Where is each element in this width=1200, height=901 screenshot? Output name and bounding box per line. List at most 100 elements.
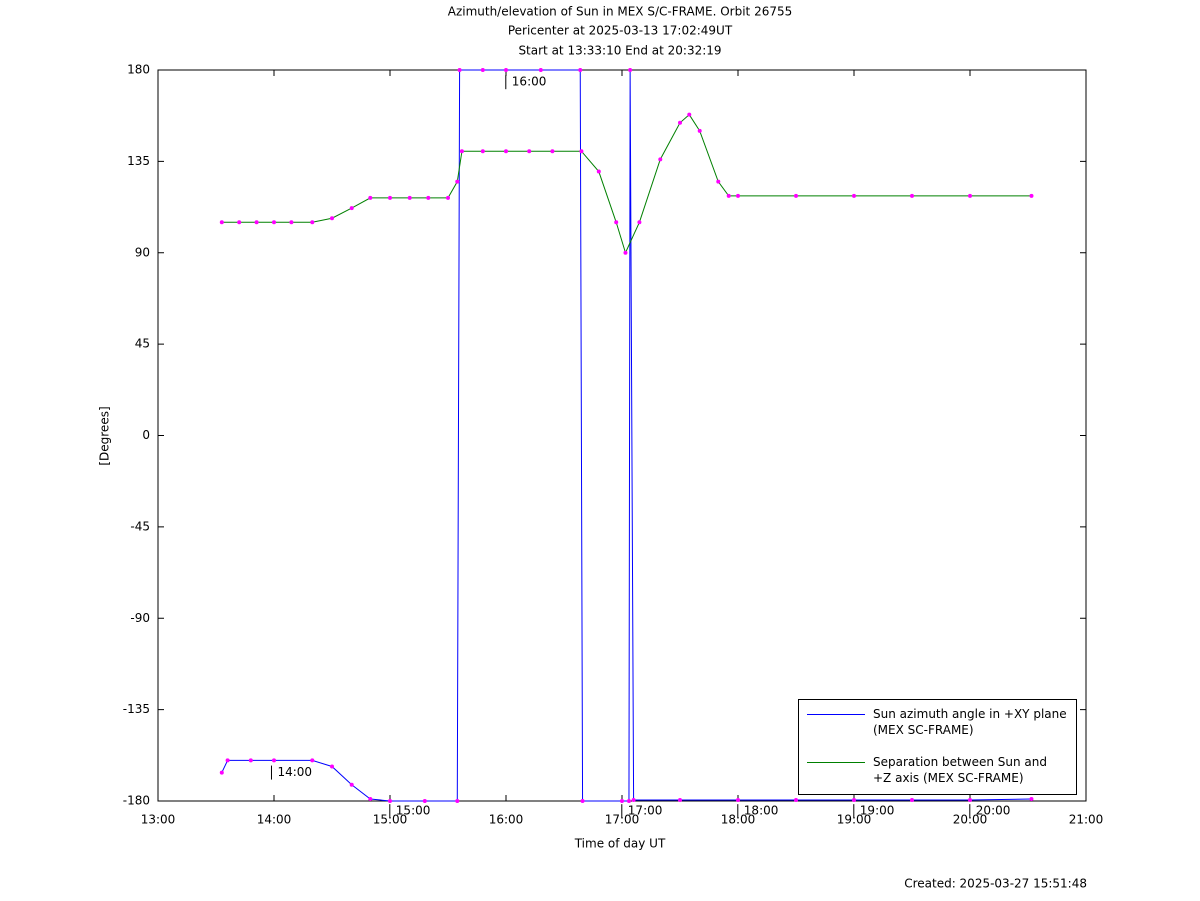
data-point: [330, 764, 334, 769]
data-point: [579, 149, 584, 154]
legend-label: Sun azimuth angle in +XY plane (MEX SC-F…: [873, 707, 1067, 737]
data-point: [1029, 193, 1034, 198]
data-point: [726, 193, 731, 198]
y-tick-label: 180: [127, 63, 150, 77]
annotation: 15:00: [396, 804, 431, 818]
y-tick-label: 90: [135, 245, 150, 259]
y-tick-label: -90: [130, 611, 150, 625]
data-point: [407, 195, 412, 200]
legend: Sun azimuth angle in +XY plane (MEX SC-F…: [798, 699, 1077, 795]
data-point: [968, 797, 972, 802]
x-tick-label: 13:00: [141, 813, 176, 827]
data-point: [623, 250, 628, 255]
data-point: [716, 179, 721, 184]
series-line: [221, 113, 1032, 255]
data-point: [538, 68, 543, 72]
data-point: [219, 770, 224, 775]
y-tick-label: 135: [127, 154, 150, 168]
data-point: [388, 195, 392, 200]
x-tick-label: 18:00: [721, 813, 756, 827]
data-point: [368, 195, 373, 200]
data-point: [910, 797, 914, 802]
data-point: [310, 758, 315, 763]
data-point: [578, 68, 583, 72]
annotation: 18:00: [744, 804, 779, 818]
y-tick-label: 0: [142, 428, 150, 442]
data-point: [910, 193, 914, 198]
data-point: [310, 220, 315, 225]
data-point: [794, 193, 798, 198]
data-point: [550, 149, 555, 154]
data-point: [852, 193, 856, 198]
data-point: [631, 797, 636, 802]
y-axis-label: [Degrees]: [98, 406, 112, 465]
x-tick-label: 20:00: [953, 813, 988, 827]
data-point: [614, 220, 619, 225]
y-tick-label: -45: [130, 519, 150, 533]
data-point: [455, 799, 460, 803]
legend-entry: Separation between Sun and +Z axis (MEX …: [807, 754, 1069, 786]
data-point: [368, 796, 373, 801]
data-point: [678, 120, 682, 125]
y-tick-label: 45: [135, 337, 150, 351]
data-point: [628, 68, 633, 72]
legend-swatch: [807, 714, 865, 715]
data-point: [637, 220, 642, 225]
data-point: [388, 799, 392, 803]
data-point: [219, 220, 224, 225]
chart-subtitle: Pericenter at 2025-03-13 17:02:49UT: [508, 24, 733, 38]
data-point: [446, 195, 450, 200]
annotation: 19:00: [860, 804, 895, 818]
data-point: [658, 157, 663, 162]
data-point: [580, 799, 585, 803]
footer: Created: 2025-03-27 15:51:48: [904, 877, 1087, 891]
data-point: [504, 68, 508, 72]
data-point: [289, 220, 294, 225]
data-point: [330, 216, 334, 221]
x-tick-label: 21:00: [1069, 813, 1104, 827]
data-point: [459, 149, 464, 154]
data-point: [349, 782, 354, 787]
data-point: [687, 112, 692, 117]
annotation: 16:00: [512, 75, 547, 89]
x-tick-label: 17:00: [605, 813, 640, 827]
plot-frame: [157, 69, 1087, 802]
y-tick-label: -135: [123, 702, 150, 716]
data-point: [596, 169, 601, 174]
annotation: 17:00: [628, 804, 663, 818]
y-tick-label: -180: [123, 794, 150, 808]
data-point: [527, 149, 532, 154]
data-point: [272, 758, 276, 763]
data-point: [349, 206, 354, 211]
data-point: [736, 797, 740, 802]
x-tick-label: 15:00: [373, 813, 408, 827]
chart-title: Azimuth/elevation of Sun in MEX S/C-FRAM…: [448, 5, 793, 19]
data-point: [237, 220, 242, 225]
annotation: 14:00: [277, 765, 312, 779]
legend-entry: Sun azimuth angle in +XY plane (MEX SC-F…: [807, 706, 1069, 738]
data-point: [1029, 796, 1034, 801]
annotation: 20:00: [976, 804, 1011, 818]
data-point: [620, 799, 624, 803]
series-line: [221, 69, 1032, 802]
data-point: [697, 128, 702, 133]
data-point: [480, 149, 485, 154]
legend-swatch: [807, 762, 865, 763]
data-point: [852, 797, 856, 802]
data-point: [455, 179, 460, 184]
data-point: [736, 193, 740, 198]
data-point: [254, 220, 259, 225]
data-point: [794, 797, 798, 802]
x-tick-label: 19:00: [837, 813, 872, 827]
data-point: [248, 758, 253, 763]
data-point: [626, 799, 631, 803]
x-tick-label: 14:00: [257, 813, 292, 827]
x-axis-label: Time of day UT: [574, 837, 666, 851]
data-point: [480, 68, 485, 72]
data-point: [504, 149, 508, 154]
legend-label: Separation between Sun and +Z axis (MEX …: [873, 755, 1047, 785]
data-point: [422, 799, 427, 803]
data-point: [225, 758, 230, 763]
